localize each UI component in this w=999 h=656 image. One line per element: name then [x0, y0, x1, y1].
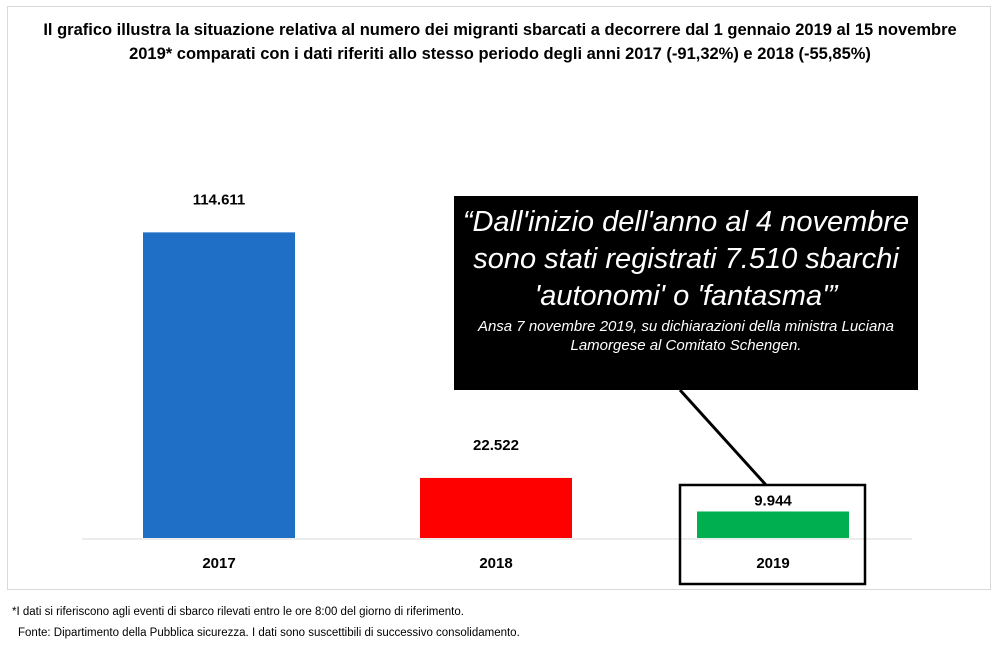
- chart-frame: [7, 6, 991, 590]
- value-label-2017: 114.611: [193, 191, 246, 208]
- quote-source: Ansa 7 novembre 2019, su dichiarazioni d…: [477, 318, 895, 354]
- bar-chart: 114.611 2017 22.522 2018 9.944 2019: [82, 191, 912, 586]
- highlight-box-2019: [678, 483, 867, 586]
- x-tick-label-2019: 2019: [756, 555, 789, 572]
- value-label-2019: 9.944: [754, 492, 792, 509]
- source-note: Fonte: Dipartimento della Pubblica sicur…: [18, 627, 520, 639]
- bar-2019: [697, 511, 849, 538]
- value-label-2018: 22.522: [473, 437, 519, 454]
- quote-text: “Dall'inizio dell'anno al 4 novembre son…: [462, 206, 910, 312]
- chart-title: Il grafico illustra la situazione relati…: [43, 21, 957, 63]
- quote-callout: “Dall'inizio dell'anno al 4 novembre son…: [454, 196, 918, 390]
- bar-2018: [420, 477, 572, 538]
- x-tick-label-2018: 2018: [479, 555, 512, 572]
- bars-group: 114.611 2017 22.522 2018 9.944 2019: [143, 191, 849, 572]
- bar-2017: [143, 232, 295, 538]
- x-tick-label-2017: 2017: [202, 555, 235, 572]
- callout-pointer-line: [678, 388, 768, 487]
- footnote: *I dati si riferiscono agli eventi di sb…: [12, 606, 464, 618]
